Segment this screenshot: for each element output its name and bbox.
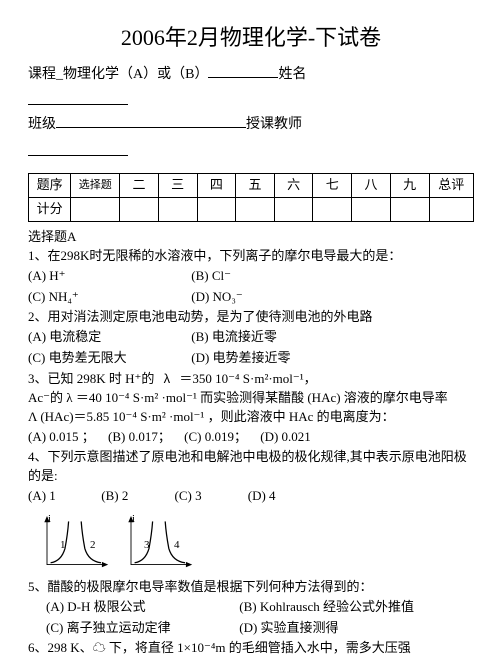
th-4: 四 <box>197 174 236 198</box>
q3-opts: (A) 0.015 ； (B) 0.017； (C) 0.019； (D) 0.… <box>28 428 474 447</box>
name-blank-row <box>28 91 474 112</box>
td-label: 计分 <box>29 198 71 222</box>
th-10: 总评 <box>429 174 474 198</box>
blank-name <box>28 91 128 105</box>
course-label: 课程 <box>28 67 56 82</box>
chart-label-4: 4 <box>174 538 180 554</box>
th-5: 五 <box>236 174 275 198</box>
q3-stem: 3、已知 298K 时 H⁺的 λ ＝350 10⁻⁴ S·m²·mol⁻¹， <box>28 370 474 389</box>
q3-stem-c: Ac⁻的 λ ＝40 10⁻⁴ S·m² ·mol⁻¹ 而实验测得某醋酸 (HA… <box>28 389 474 408</box>
q2-opt-c: (C) 电势差无限大 <box>28 349 178 368</box>
td <box>71 198 120 222</box>
th-3: 三 <box>158 174 197 198</box>
q2-opt-b: (B) 电流接近零 <box>191 328 277 347</box>
teacher-blank-row <box>28 142 474 163</box>
q4-opt-b: (B) 2 <box>101 487 161 506</box>
td <box>390 198 429 222</box>
q4-charts: i 1 2 i 3 4 <box>38 512 474 574</box>
q2-opts-row1: (A) 电流稳定 (B) 电流接近零 <box>28 328 474 347</box>
q1-opt-b: (B) Cl⁻ <box>191 267 231 286</box>
q3-opt-b: (B) 0.017； <box>108 428 171 447</box>
q3-stem-b: ＝350 10⁻⁴ S·m²·mol⁻¹， <box>179 371 316 386</box>
q1-opts-row2: (C) NH₄⁺ (D) NO₃⁻ <box>28 288 474 307</box>
q1-stem: 1、在298K时无限稀的水溶液中，下列离子的摩尔电导最大的是： <box>28 247 474 266</box>
teacher-label: 授课教师 <box>246 117 302 132</box>
q3-opt-a: (A) 0.015 ； <box>28 428 95 447</box>
chart-3-4: i 3 4 <box>122 512 194 574</box>
axis-i: i <box>132 512 135 528</box>
chart-label-1: 1 <box>60 538 66 554</box>
q3-opt-d: (D) 0.021 <box>260 428 311 447</box>
blank-teacher <box>28 142 128 156</box>
td <box>120 198 159 222</box>
q5-opt-b: (B) Kohlrausch 经验公式外推值 <box>239 598 414 617</box>
q3-stem-d: Λ (HAc)＝5.85 10⁻⁴ S·m² ·mol⁻¹ ，则此溶液中 HAc… <box>28 408 474 427</box>
chart-label-3: 3 <box>144 538 150 554</box>
page-title: 2006年2月物理化学-下试卷 <box>28 22 474 54</box>
td <box>274 198 313 222</box>
q2-opt-d: (D) 电势差接近零 <box>191 349 290 368</box>
th-8: 八 <box>352 174 391 198</box>
td <box>236 198 275 222</box>
th-2: 二 <box>120 174 159 198</box>
blank-course <box>208 64 278 78</box>
q4-opt-d: (D) 4 <box>248 487 276 506</box>
q1-opts-row1: (A) H⁺ (B) Cl⁻ <box>28 267 474 286</box>
lambda-icon: λ <box>164 371 171 386</box>
th-6: 六 <box>274 174 313 198</box>
q1-opt-a: (A) H⁺ <box>28 267 178 286</box>
q4-opt-a: (A) 1 <box>28 487 88 506</box>
th-0: 题序 <box>29 174 71 198</box>
q3-stem-a: 3、已知 298K 时 H⁺的 <box>28 371 154 386</box>
q4-opt-c: (C) 3 <box>175 487 235 506</box>
table-row: 题序 选择题 二 三 四 五 六 七 八 九 总评 <box>29 174 474 198</box>
chart-1-2: i 1 2 <box>38 512 110 574</box>
q4-stem: 4、下列示意图描述了原电池和电解池中电极的极化规律,其中表示原电池阳极的是: <box>28 448 474 486</box>
td <box>313 198 352 222</box>
q2-stem: 2、用对消法测定原电池电动势，是为了使待测电池的外电路 <box>28 308 474 327</box>
axis-i: i <box>48 512 51 528</box>
q5-opts-row2: (C) 离子独立运动定律 (D) 实验直接测得 <box>28 619 474 638</box>
th-7: 七 <box>313 174 352 198</box>
q2-opt-a: (A) 电流稳定 <box>28 328 178 347</box>
q2-opts-row2: (C) 电势差无限大 (D) 电势差接近零 <box>28 349 474 368</box>
blank-class <box>56 114 246 128</box>
course-text: _物理化学（A）或（B） <box>56 67 208 82</box>
q5-opt-d: (D) 实验直接测得 <box>239 619 338 638</box>
class-line: 班级 授课教师 <box>28 114 474 135</box>
th-9: 九 <box>390 174 429 198</box>
td <box>197 198 236 222</box>
chart-label-2: 2 <box>90 538 96 554</box>
td <box>158 198 197 222</box>
q5-opt-a: (A) D-H 极限公式 <box>46 598 226 617</box>
class-label: 班级 <box>28 117 56 132</box>
td <box>429 198 474 222</box>
section-a-heading: 选择题A <box>28 228 474 247</box>
td <box>352 198 391 222</box>
name-label: 姓名 <box>278 67 306 82</box>
score-table: 题序 选择题 二 三 四 五 六 七 八 九 总评 计分 <box>28 173 474 222</box>
th-1: 选择题 <box>71 174 120 198</box>
course-line: 课程_物理化学（A）或（B） 姓名 <box>28 64 474 85</box>
q1-opt-d: (D) NO₃⁻ <box>191 288 242 307</box>
q4-opts: (A) 1 (B) 2 (C) 3 (D) 4 <box>28 487 474 506</box>
q5-opt-c: (C) 离子独立运动定律 <box>46 619 226 638</box>
q1-opt-c: (C) NH₄⁺ <box>28 288 178 307</box>
q3-opt-c: (C) 0.019； <box>184 428 247 447</box>
table-row: 计分 <box>29 198 474 222</box>
q5-stem: 5、醋酸的极限摩尔电导率数值是根据下列何种方法得到的： <box>28 578 474 597</box>
q5-opts-row1: (A) D-H 极限公式 (B) Kohlrausch 经验公式外推值 <box>28 598 474 617</box>
